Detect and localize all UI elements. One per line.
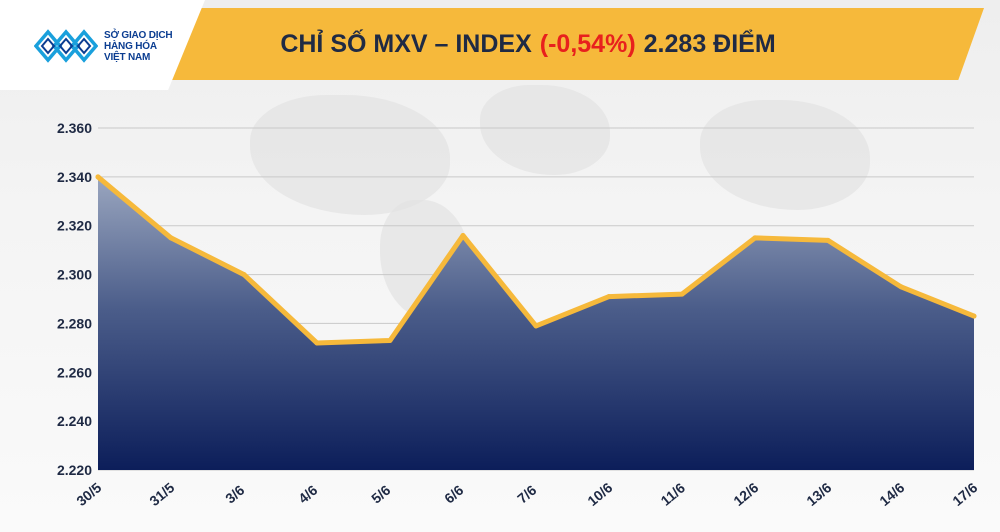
x-tick-label: 13/6 xyxy=(803,479,834,509)
y-tick-label: 2.360 xyxy=(57,120,92,136)
data-point xyxy=(387,338,393,344)
title-banner xyxy=(128,8,984,80)
world-map-shape xyxy=(480,85,610,175)
data-point xyxy=(95,174,101,180)
data-point xyxy=(314,340,320,346)
y-tick-label: 2.320 xyxy=(57,218,92,234)
data-point xyxy=(825,237,831,243)
chart-title: CHỈ SỐ MXV – INDEX (-0,54%) 2.283 ĐIỂM xyxy=(128,8,928,80)
data-point xyxy=(168,235,174,241)
data-point xyxy=(971,313,977,319)
x-tick-label: 7/6 xyxy=(514,482,539,507)
area-fill xyxy=(98,176,974,470)
x-tick-label: 11/6 xyxy=(657,479,688,508)
x-tick-label: 17/6 xyxy=(949,479,980,509)
y-tick-label: 2.280 xyxy=(57,315,92,331)
data-points xyxy=(95,174,977,346)
x-tick-label: 3/6 xyxy=(222,482,247,507)
data-point xyxy=(460,232,466,238)
data-point xyxy=(898,284,904,290)
y-tick-label: 2.240 xyxy=(57,413,92,429)
y-axis: 2.220 2.240 2.260 2.280 2.300 2.320 2.340 2.360 xyxy=(57,120,92,478)
x-tick-label: 5/6 xyxy=(368,482,393,507)
x-tick-label: 10/6 xyxy=(584,479,615,509)
title-suffix: 2.283 ĐIỂM xyxy=(643,29,776,58)
title-change: (-0,54%) xyxy=(539,29,636,58)
world-map-shape xyxy=(250,95,450,215)
x-axis: 30/5 31/5 3/6 4/6 5/6 6/6 7/6 10/6 11/6 12/6 13/6 1… xyxy=(73,479,980,509)
x-tick-label: 12/6 xyxy=(730,479,761,509)
y-tick-label: 2.340 xyxy=(57,169,92,185)
logo-icon xyxy=(34,29,98,63)
data-point xyxy=(533,323,539,329)
title-prefix: CHỈ SỐ MXV – INDEX xyxy=(280,29,532,58)
logo-line: HÀNG HÓA xyxy=(104,41,157,52)
data-point xyxy=(606,294,612,300)
logo-text: SỞ GIAO DỊCH HÀNG HÓA VIỆT NAM xyxy=(104,30,173,63)
y-tick-label: 2.220 xyxy=(57,462,92,478)
x-tick-label: 6/6 xyxy=(441,482,466,507)
x-tick-label: 14/6 xyxy=(876,479,907,509)
logo: SỞ GIAO DỊCH HÀNG HÓA VIỆT NAM xyxy=(0,0,205,90)
x-tick-label: 30/5 xyxy=(73,479,104,509)
logo-line: VIỆT NAM xyxy=(104,52,151,63)
x-tick-label: 4/6 xyxy=(295,482,320,507)
data-point xyxy=(679,291,685,297)
data-point xyxy=(752,235,758,241)
y-tick-label: 2.300 xyxy=(57,267,92,283)
y-tick-label: 2.260 xyxy=(57,364,92,380)
world-map-shape xyxy=(700,100,870,210)
logo-line: SỞ GIAO DỊCH xyxy=(104,30,173,41)
x-tick-label: 31/5 xyxy=(146,479,177,509)
data-point xyxy=(241,272,247,278)
